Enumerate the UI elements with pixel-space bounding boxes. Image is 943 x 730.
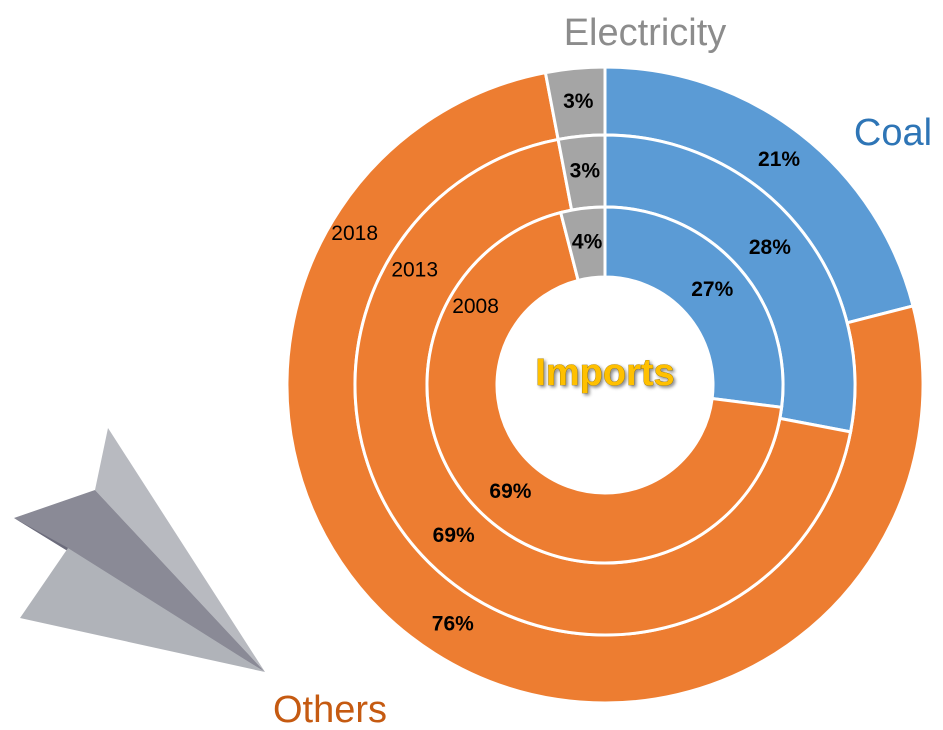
category-label: Others [273,689,387,730]
data-label: 69% [489,480,531,503]
segment [425,210,784,565]
ring-label: 2013 [391,258,438,281]
data-label: 3% [563,90,594,113]
category-label: Electricity [564,12,727,54]
data-label: 28% [749,236,791,259]
data-label: 76% [432,612,474,635]
chart-title: Imports [535,352,674,394]
data-label: 3% [570,159,601,182]
data-label: 4% [572,231,603,254]
data-label: 69% [433,524,475,547]
category-label: Coal [854,112,932,154]
data-label: 27% [691,278,733,301]
paper-plane [14,428,265,672]
data-label: 21% [758,148,800,171]
ring-label: 2018 [331,222,378,245]
rings [285,65,925,705]
ring-label: 2008 [452,295,499,318]
segment [558,205,607,283]
segment [603,205,785,409]
